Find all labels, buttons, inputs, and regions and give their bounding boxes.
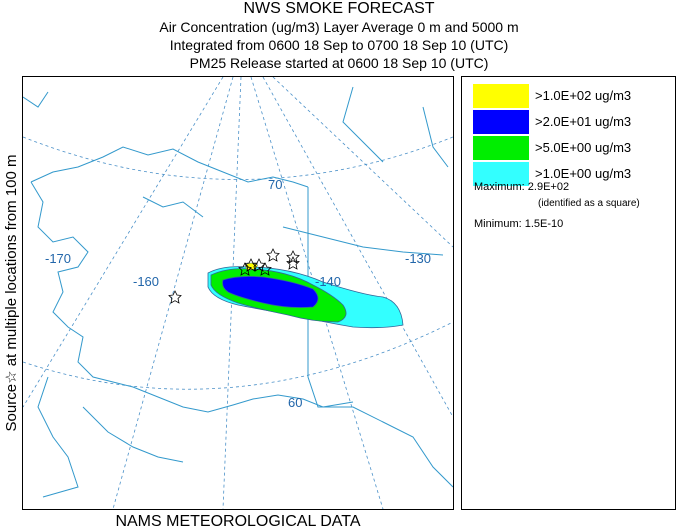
source-side-label-text: Source☆ at multiple locations from 100 m xyxy=(3,154,20,431)
legend-label: >1.0E+02 ug/m3 xyxy=(535,88,632,103)
integration-period: Integrated from 0600 18 Sep to 0700 18 S… xyxy=(169,37,509,53)
meteorological-data-label: NAMS METEOROLOGICAL DATA xyxy=(115,513,361,530)
maximum-value: Maximum: 2.9E+02 xyxy=(474,181,570,193)
legend-label: >5.0E+00 ug/m3 xyxy=(535,140,632,155)
concentration-subtitle: Air Concentration (ug/m3) Layer Average … xyxy=(159,19,519,35)
forecast-title: NWS SMOKE FORECAST xyxy=(243,0,435,17)
maximum-note: (identified as a square) xyxy=(538,198,640,209)
source-markers xyxy=(168,248,300,304)
legend-item: >2.0E+01 ug/m3 xyxy=(473,110,673,134)
release-info: PM25 Release started at 0600 18 Sep 10 (… xyxy=(189,55,489,71)
latitude-lines xyxy=(23,136,453,390)
alaska-map: -170 -160 -140 -130 70 60 xyxy=(23,77,453,509)
legend-panel: >1.0E+02 ug/m3 >2.0E+01 ug/m3 >5.0E+00 u… xyxy=(461,76,676,510)
source-side-label: Source☆ at multiple locations from 100 m xyxy=(0,75,22,510)
coastline xyxy=(23,86,453,498)
source-star xyxy=(286,250,300,264)
source-star xyxy=(168,290,182,304)
legend-swatch xyxy=(473,84,529,108)
legend-item: >1.0E+02 ug/m3 xyxy=(473,84,673,108)
source-star xyxy=(266,248,280,262)
legend-item: >5.0E+00 ug/m3 xyxy=(473,136,673,160)
legend-label: >1.0E+00 ug/m3 xyxy=(535,166,632,181)
smoke-plume xyxy=(207,262,404,329)
legend-swatch xyxy=(473,110,529,134)
source-star xyxy=(252,258,266,272)
legend-swatch xyxy=(473,136,529,160)
lon-label-160: -160 xyxy=(133,274,159,289)
lon-label-170: -170 xyxy=(45,251,71,266)
minimum-value: Minimum: 1.5E-10 xyxy=(474,218,564,230)
source-star xyxy=(286,256,300,270)
legend-label: >2.0E+01 ug/m3 xyxy=(535,114,632,129)
map-panel: -170 -160 -140 -130 70 60 xyxy=(22,76,454,510)
lat-label-60: 60 xyxy=(288,395,302,410)
lon-label-140: -140 xyxy=(315,274,341,289)
plume-level-3 xyxy=(222,276,319,308)
legend-swatch xyxy=(473,162,529,186)
source-star xyxy=(238,262,252,276)
lat-label-70: 70 xyxy=(268,177,282,192)
legend-item: >1.0E+00 ug/m3 xyxy=(473,162,673,186)
lon-label-130: -130 xyxy=(405,251,431,266)
source-star xyxy=(258,262,272,276)
